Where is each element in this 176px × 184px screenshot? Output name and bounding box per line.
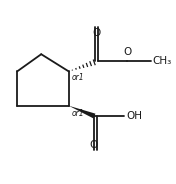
Text: O: O	[92, 28, 101, 38]
Text: or1: or1	[72, 109, 85, 118]
Text: O: O	[89, 139, 97, 150]
Text: CH₃: CH₃	[153, 56, 172, 66]
Text: OH: OH	[126, 111, 142, 121]
Text: or1: or1	[72, 73, 85, 82]
Text: O: O	[123, 47, 131, 57]
Polygon shape	[69, 106, 95, 118]
